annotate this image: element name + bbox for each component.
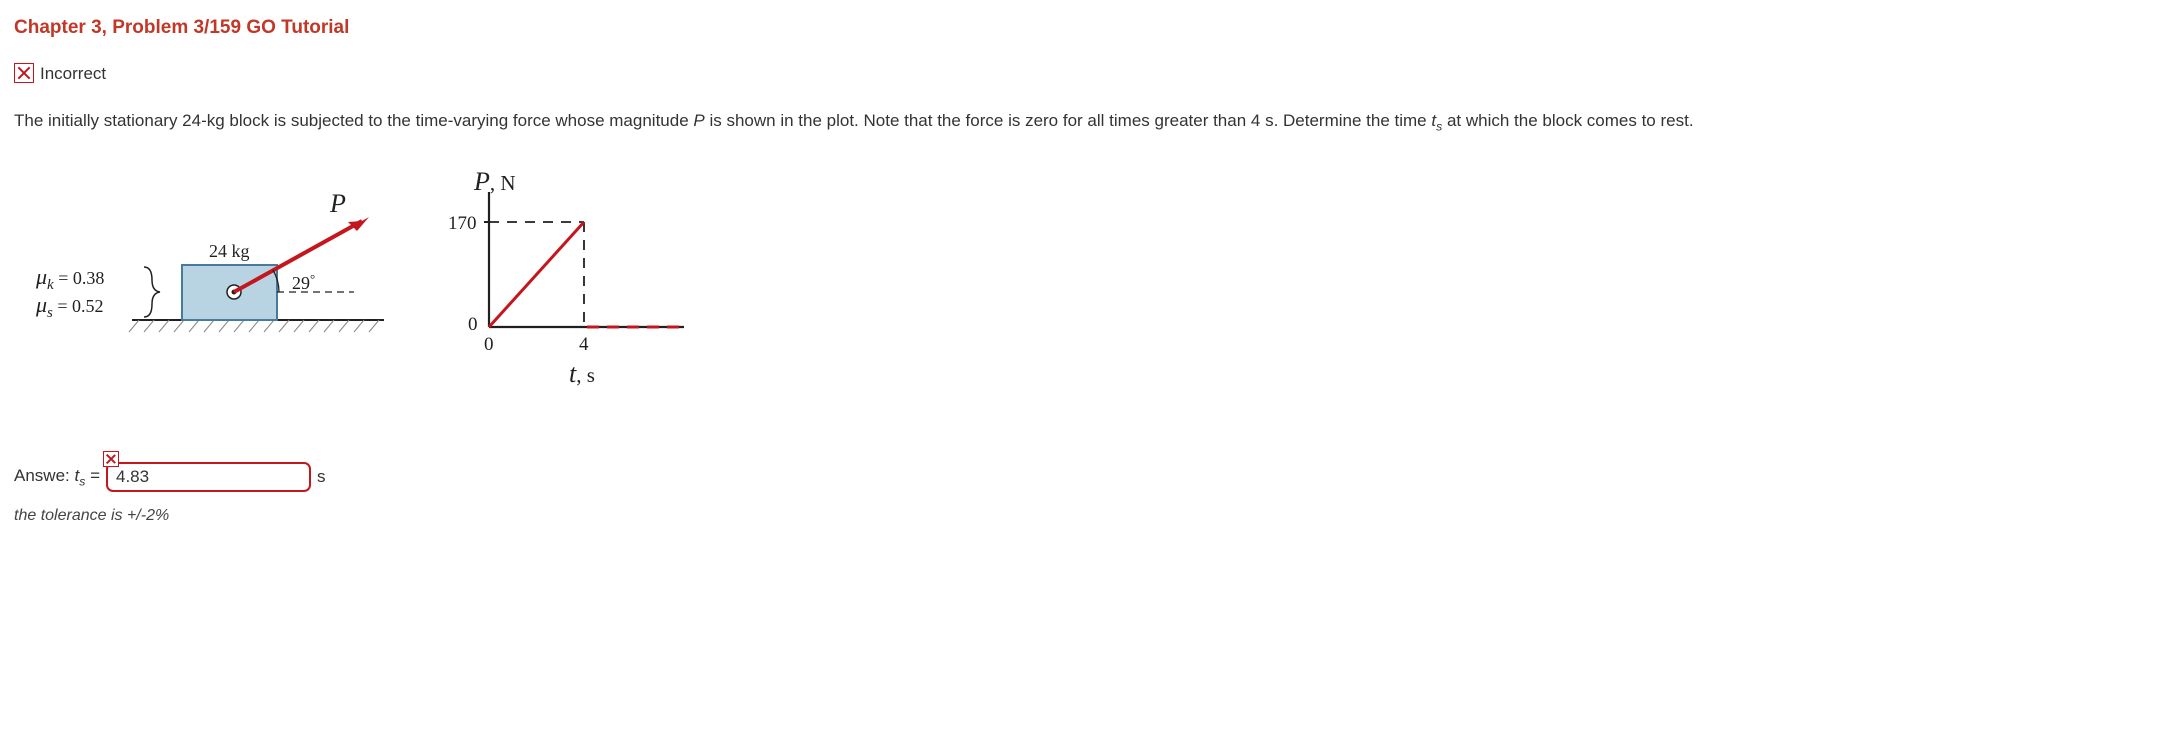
status-label: Incorrect	[40, 61, 106, 87]
problem-title: Chapter 3, Problem 3/159 GO Tutorial	[14, 14, 2168, 43]
status-row: Incorrect	[14, 61, 2168, 87]
svg-text:μk = 0.38: μk = 0.38	[35, 264, 104, 293]
input-incorrect-icon	[103, 451, 119, 467]
p-label: P	[329, 189, 346, 218]
svg-text:P, N: P, N	[473, 172, 516, 196]
svg-text:170: 170	[448, 213, 477, 234]
answer-label: Answe: ts =	[14, 463, 100, 491]
svg-text:0: 0	[468, 314, 478, 335]
tolerance-note: the tolerance is +/-2%	[14, 504, 2168, 528]
answer-input[interactable]	[106, 462, 311, 492]
block-diagram: 24 kg 29° P μk = 0.38	[14, 172, 384, 352]
answer-unit: s	[317, 464, 326, 490]
incorrect-icon	[14, 63, 34, 83]
svg-text:μs = 0.52: μs = 0.52	[35, 292, 104, 321]
force-time-chart: 170 0 0 4 P, N t, s	[434, 172, 690, 397]
svg-text:4: 4	[579, 334, 589, 355]
figures-row: 24 kg 29° P μk = 0.38	[14, 172, 2168, 397]
answer-row: Answe: ts = s	[14, 462, 2168, 492]
problem-prompt: The initially stationary 24-kg block is …	[14, 108, 1864, 136]
svg-text:29°: 29°	[292, 271, 315, 293]
svg-text:t, s: t, s	[569, 359, 595, 388]
mass-label: 24 kg	[209, 241, 250, 261]
svg-text:0: 0	[484, 334, 494, 355]
